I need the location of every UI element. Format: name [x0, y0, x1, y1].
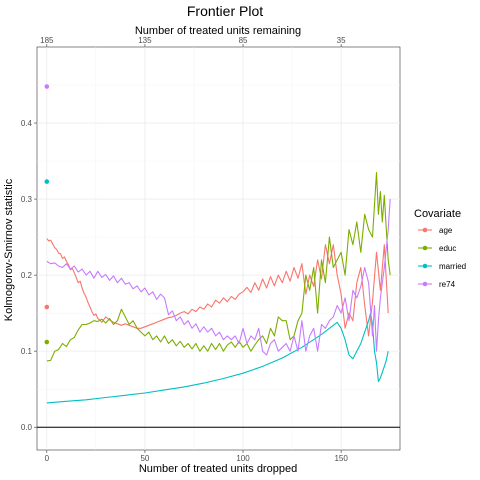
legend-label-married: married [439, 262, 466, 271]
legend-label-age: age [439, 226, 453, 235]
chart-title: Frontier Plot [187, 3, 263, 19]
series-line-age [46, 238, 389, 337]
initial-point-educ [44, 339, 50, 345]
legend-key-point-married [422, 263, 428, 269]
legend-label-educ: educ [439, 244, 456, 253]
x-axis-title: Number of treated units dropped [139, 463, 297, 475]
legend-items: age educ married re74 [418, 226, 466, 289]
y-tick-label: 0.3 [21, 195, 33, 204]
initial-point-married [44, 179, 50, 184]
x-tick-label: 50 [140, 454, 149, 463]
series-line-educ [46, 171, 391, 362]
legend-label-re74: re74 [439, 280, 456, 289]
x-tick-label: 100 [236, 454, 250, 463]
y-axis-title: Kolmogorov-Smirnov statistic [3, 178, 15, 321]
series-layer [44, 84, 391, 404]
plot-panel [36, 46, 401, 451]
axes: 0 50 100 150 185 135 85 35 0.0 0.1 0.2 0.3 0.4 [21, 36, 348, 463]
x2-tick-label: 35 [337, 36, 346, 45]
legend-key-point-educ [422, 245, 428, 251]
y-tick-label: 0.2 [21, 271, 33, 280]
legend-title: Covariate [414, 208, 461, 220]
y-tick-label: 0.1 [21, 347, 33, 356]
legend-key-point-age [422, 227, 428, 233]
grid [37, 47, 400, 450]
x2-axis-title: Number of treated units remaining [135, 25, 301, 37]
y-tick-label: 0.0 [21, 423, 33, 432]
legend-key-point-re74 [422, 281, 428, 287]
legend: Covariate age educ married re74 [414, 208, 466, 289]
x2-tick-label: 185 [40, 36, 54, 45]
series-line-re74 [46, 199, 391, 356]
x2-tick-label: 85 [239, 36, 248, 45]
initial-point-re74 [44, 84, 50, 89]
y-tick-label: 0.4 [21, 119, 33, 128]
x-tick-label: 150 [334, 454, 348, 463]
x-tick-label: 0 [45, 454, 50, 463]
initial-point-age [44, 304, 50, 310]
series-line-married [46, 312, 389, 404]
x2-tick-label: 135 [138, 36, 152, 45]
